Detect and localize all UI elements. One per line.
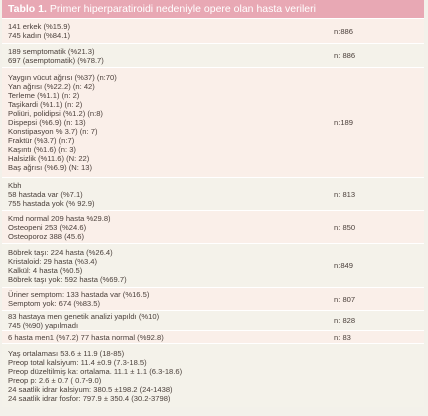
description-line: Fraktür (%3.7) (n:7) bbox=[8, 136, 75, 145]
description-line: Preop p: 2.6 ± 0.7 ( 0.7-9.0) bbox=[8, 375, 102, 385]
description-line: Konstipasyon % 3.7) (n: 7) bbox=[8, 127, 98, 136]
description-line: Dispepsi (%6.9) (n: 13) bbox=[8, 118, 86, 127]
table-title-prefix: Tablo 1. bbox=[8, 3, 47, 15]
count-value: n: 886 bbox=[334, 51, 356, 60]
row-description: 189 semptomatik (%21.3) 697 (asemptomatik… bbox=[8, 47, 334, 65]
row-description: Yaş ortalaması 53.6 ± 11.9 (18-85) Preop … bbox=[8, 349, 334, 403]
count-value: n: 813 bbox=[334, 189, 356, 199]
description-line: 6 hasta men1 (%7.2) 77 hasta normal (%92… bbox=[8, 332, 164, 342]
table-row: Yaş ortalaması 53.6 ± 11.9 (18-85) Preop … bbox=[2, 343, 424, 407]
description-line: 83 hastaya men genetik analizi yapıldı (… bbox=[8, 311, 160, 321]
description-line: Semptom yok: 674 (%83.5) bbox=[8, 299, 101, 308]
count-value: n:849 bbox=[334, 261, 354, 270]
description-line: Preop total kalsiyum: 11.4 ±0.9 (7.3-18.… bbox=[8, 357, 147, 367]
table-row: Üriner semptom: 133 hastada var (%16.5) S… bbox=[2, 287, 424, 310]
row-count: n:849 bbox=[334, 261, 424, 270]
table-row: 83 hastaya men genetik analizi yapıldı (… bbox=[2, 310, 424, 330]
table-row: 141 erkek (%15.9) 745 kadın (%84.1) n:886 bbox=[2, 18, 424, 43]
row-count: n: 850 bbox=[334, 223, 424, 232]
description-line: 755 hastada yok (% 92.9) bbox=[8, 198, 95, 208]
description-line: 24 saatlik idrar kalsiyum: 380.5 ±198.2 … bbox=[8, 384, 173, 394]
description-line: Terleme (%1.1) (n: 2) bbox=[8, 91, 80, 100]
description-line: Üriner semptom: 133 hastada var (%16.5) bbox=[8, 290, 150, 299]
row-count: n:886 bbox=[334, 27, 424, 36]
count-value: n:189 bbox=[334, 118, 354, 127]
description-line: Yan ağrısı (%22.2) (n: 42) bbox=[8, 82, 95, 91]
description-line: Kalkül: 4 hasta (%0.5) bbox=[8, 265, 83, 275]
count-value: n: 83 bbox=[334, 332, 351, 342]
count-value: n: 828 bbox=[334, 316, 356, 325]
row-count: n: 828 bbox=[334, 316, 424, 325]
row-count: n: 813 bbox=[334, 190, 424, 199]
description-line: 24 saatlik idrar fosfor: 797.9 ± 350.4 (… bbox=[8, 393, 171, 403]
patient-data-table: Tablo 1. Primer hiperparatiroidi nedeniy… bbox=[2, 0, 424, 407]
description-line: 189 semptomatik (%21.3) bbox=[8, 46, 95, 56]
table-row: 6 hasta men1 (%7.2) 77 hasta normal (%92… bbox=[2, 330, 424, 343]
table-row: Kbh 58 hastada var (%7.1) 755 hastada yok … bbox=[2, 177, 424, 210]
description-line: Kristaloid: 29 hasta (%3.4) bbox=[8, 256, 98, 266]
count-value: n: 807 bbox=[334, 294, 356, 304]
description-line: 141 erkek (%15.9) bbox=[8, 22, 71, 31]
description-line: Yaş ortalaması 53.6 ± 11.9 (18-85) bbox=[8, 348, 125, 358]
description-line: Poliüri, polidipsi (%1.2) (n:8) bbox=[8, 109, 103, 118]
row-description: Böbrek taşı: 224 hasta (%26.4) Kristaloid… bbox=[8, 248, 334, 284]
description-line: Kmd normal 209 hasta %29.8) bbox=[8, 213, 111, 223]
count-value: n:886 bbox=[334, 26, 354, 36]
row-count: n:189 bbox=[334, 118, 424, 127]
description-line: 58 hastada var (%7.1) bbox=[8, 189, 83, 199]
table-row: 189 semptomatik (%21.3) 697 (asemptomatik… bbox=[2, 43, 424, 67]
description-line: Böbrek taşı yok: 592 hasta (%69.7) bbox=[8, 274, 127, 284]
row-description: 83 hastaya men genetik analizi yapıldı (… bbox=[8, 312, 334, 330]
row-description: 6 hasta men1 (%7.2) 77 hasta normal (%92… bbox=[8, 333, 334, 342]
row-count: n: 886 bbox=[334, 51, 424, 60]
description-line: Kbh bbox=[8, 180, 22, 190]
table-title: Tablo 1. Primer hiperparatiroidi nedeniy… bbox=[2, 0, 424, 18]
table-row: Böbrek taşı: 224 hasta (%26.4) Kristaloid… bbox=[2, 243, 424, 287]
count-value: n: 850 bbox=[334, 222, 356, 232]
row-description: Kbh 58 hastada var (%7.1) 755 hastada yok … bbox=[8, 181, 334, 208]
description-line: Böbrek taşı: 224 hasta (%26.4) bbox=[8, 247, 113, 257]
description-line: Kaşıntı (%1.6) (n: 3) bbox=[8, 145, 76, 154]
description-line: 745 kadın (%84.1) bbox=[8, 31, 71, 40]
table-row: Yaygın vücut ağrısı (%37) (n:70) Yan ağrı… bbox=[2, 67, 424, 177]
table-row: Kmd normal 209 hasta %29.8) Osteopeni 253… bbox=[2, 210, 424, 243]
description-line: 745 (%90) yapılmadı bbox=[8, 320, 79, 330]
description-line: 697 (asemptomatik) (%78.7) bbox=[8, 55, 104, 65]
row-description: Üriner semptom: 133 hastada var (%16.5) S… bbox=[8, 290, 334, 308]
description-line: Osteopeni 253 (%24.6) bbox=[8, 222, 87, 232]
table-title-text: Primer hiperparatiroidi nedeniyle opere … bbox=[46, 3, 316, 15]
description-line: Taşikardi (%1.1) (n: 2) bbox=[8, 100, 83, 109]
row-count: n: 83 bbox=[334, 333, 424, 342]
description-line: Yaygın vücut ağrısı (%37) (n:70) bbox=[8, 73, 117, 82]
row-description: 141 erkek (%15.9) 745 kadın (%84.1) bbox=[8, 22, 334, 40]
description-line: Baş ağrısı (%6.9) (N: 13) bbox=[8, 163, 92, 172]
description-line: Osteoporoz 388 (45.6) bbox=[8, 231, 84, 241]
row-count: n: 807 bbox=[334, 295, 424, 304]
row-description: Kmd normal 209 hasta %29.8) Osteopeni 253… bbox=[8, 214, 334, 241]
description-line: Halsizlik (%11.6) (N: 22) bbox=[8, 154, 90, 163]
description-line: Preop düzeltilmiş ka: ortalama. 11.1 ± 1… bbox=[8, 366, 183, 376]
row-description: Yaygın vücut ağrısı (%37) (n:70) Yan ağrı… bbox=[8, 73, 334, 172]
table-body: 141 erkek (%15.9) 745 kadın (%84.1) n:886 1… bbox=[2, 18, 424, 407]
